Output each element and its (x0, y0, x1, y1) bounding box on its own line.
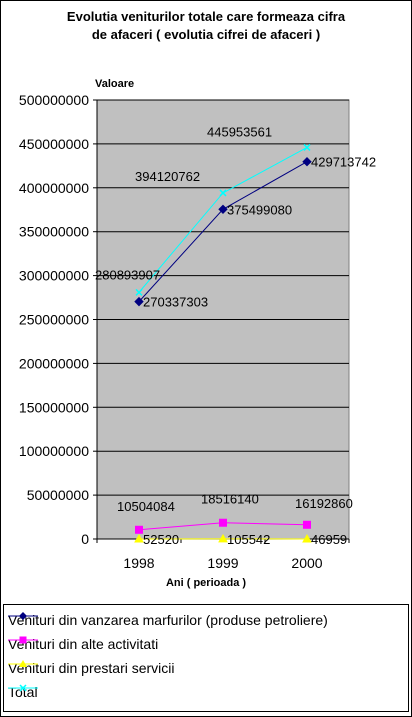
y-tick-label: 200000000 (19, 355, 89, 371)
y-tick-label: 500000000 (19, 92, 89, 108)
data-point-alte-activitati (219, 518, 227, 527)
y-tick-label: 50000000 (27, 487, 90, 503)
data-label-vanzare-marfuri: 270337303 (143, 295, 208, 310)
legend-item-vanzare-marfuri: Venituri din vanzarea marfurilor (produs… (8, 609, 328, 631)
data-label-total: 280893907 (95, 267, 160, 282)
data-point-total (303, 143, 311, 151)
y-tick-label: 350000000 (19, 224, 89, 240)
legend-label: Venituri din alte activitati (8, 636, 159, 652)
data-point-alte-activitati (135, 525, 143, 534)
data-point-alte-activitati (303, 520, 311, 529)
y-tick-label: 150000000 (19, 399, 89, 415)
legend-label: Venituri din prestari servicii (8, 660, 175, 676)
data-label-alte-activitati: 18516140 (201, 492, 259, 507)
legend-item-prestari-servicii: Venituri din prestari servicii (8, 657, 175, 679)
chart-svg: 0 50000000 100000000 150000000 200000000 2500… (19, 92, 376, 571)
legend-label: Venituri din vanzarea marfurilor (produs… (8, 612, 328, 628)
y-tick-label: 0 (81, 531, 89, 547)
data-label-vanzare-marfuri: 429713742 (311, 155, 376, 170)
legend-item-total: Total (8, 681, 38, 703)
x-tick-label: 1999 (207, 555, 238, 571)
data-point-vanzare-marfuri (302, 157, 312, 167)
data-point-prestari-servicii (134, 533, 144, 543)
x-tick-label: 2000 (291, 555, 322, 571)
y-tick-label: 450000000 (19, 136, 89, 152)
y-axis-title: Valoare (95, 78, 135, 90)
chart-title-line2: de afaceri ( evolutia cifrei de afaceri … (91, 27, 321, 42)
data-label-prestari-servicii: 52520 (143, 532, 179, 547)
x-tick-label: 1998 (123, 555, 154, 571)
data-point-prestari-servicii (218, 533, 228, 543)
data-point-vanzare-marfuri (134, 296, 144, 307)
data-label-total: 445953561 (207, 124, 272, 139)
data-label-vanzare-marfuri: 375499080 (227, 202, 292, 217)
data-label-prestari-servicii: 46959 (311, 532, 347, 547)
legend: Venituri din vanzarea marfurilor (produs… (3, 604, 409, 712)
y-tick-label: 300000000 (19, 268, 89, 284)
data-label-prestari-servicii: 105542 (227, 532, 270, 547)
y-tick-label: 250000000 (19, 312, 89, 328)
data-point-vanzare-marfuri (218, 204, 228, 215)
legend-item-alte-activitati: Venituri din alte activitati (8, 633, 158, 655)
data-point-total (219, 189, 227, 197)
legend-key-vanzare-marfuri (8, 612, 38, 620)
legend-key-alte-activitati (8, 636, 38, 644)
x-axis-title: Ani ( perioada ) (165, 577, 247, 589)
legend-key-total (8, 684, 38, 692)
data-point-total (135, 288, 143, 296)
data-label-total: 394120762 (135, 169, 200, 184)
y-tick-label: 400000000 (19, 180, 89, 196)
data-label-alte-activitati: 16192860 (295, 496, 353, 511)
data-label-alte-activitati: 10504084 (117, 499, 175, 514)
y-tick-label: 100000000 (19, 443, 89, 459)
data-point-prestari-servicii (302, 533, 312, 543)
legend-key-prestari-servicii (8, 660, 38, 667)
chart-title-line1: Evolutia veniturilor totale care formeaz… (66, 9, 346, 24)
